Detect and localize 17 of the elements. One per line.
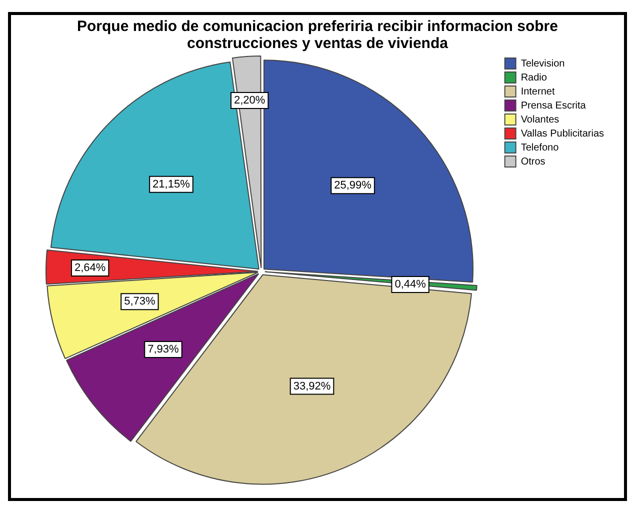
data-label: 21,15% <box>152 178 190 190</box>
chart-title: Porque medio de comunicacion preferiria recibir informacion sobre construcciones y ventas de vivienda <box>76 17 559 54</box>
legend-label: Television <box>520 58 565 70</box>
data-label: 33,92% <box>293 380 331 392</box>
data-label: 2,20% <box>234 94 266 107</box>
data-label: 0,44% <box>394 278 426 291</box>
data-label: 2,64% <box>74 262 106 274</box>
legend-label: Volantes <box>520 114 560 126</box>
data-label: 25,99% <box>334 180 372 192</box>
legend-label: Radio <box>520 72 548 84</box>
legend-label: Telefono <box>520 142 560 154</box>
data-label: 7,93% <box>148 344 180 356</box>
data-label: 5,73% <box>124 296 156 308</box>
legend-label: Otros <box>520 156 546 168</box>
legend-label: Vallas Publicitarias <box>520 128 604 140</box>
legend-label: Prensa Escrita <box>520 100 586 112</box>
legend-label: Internet <box>520 86 555 98</box>
